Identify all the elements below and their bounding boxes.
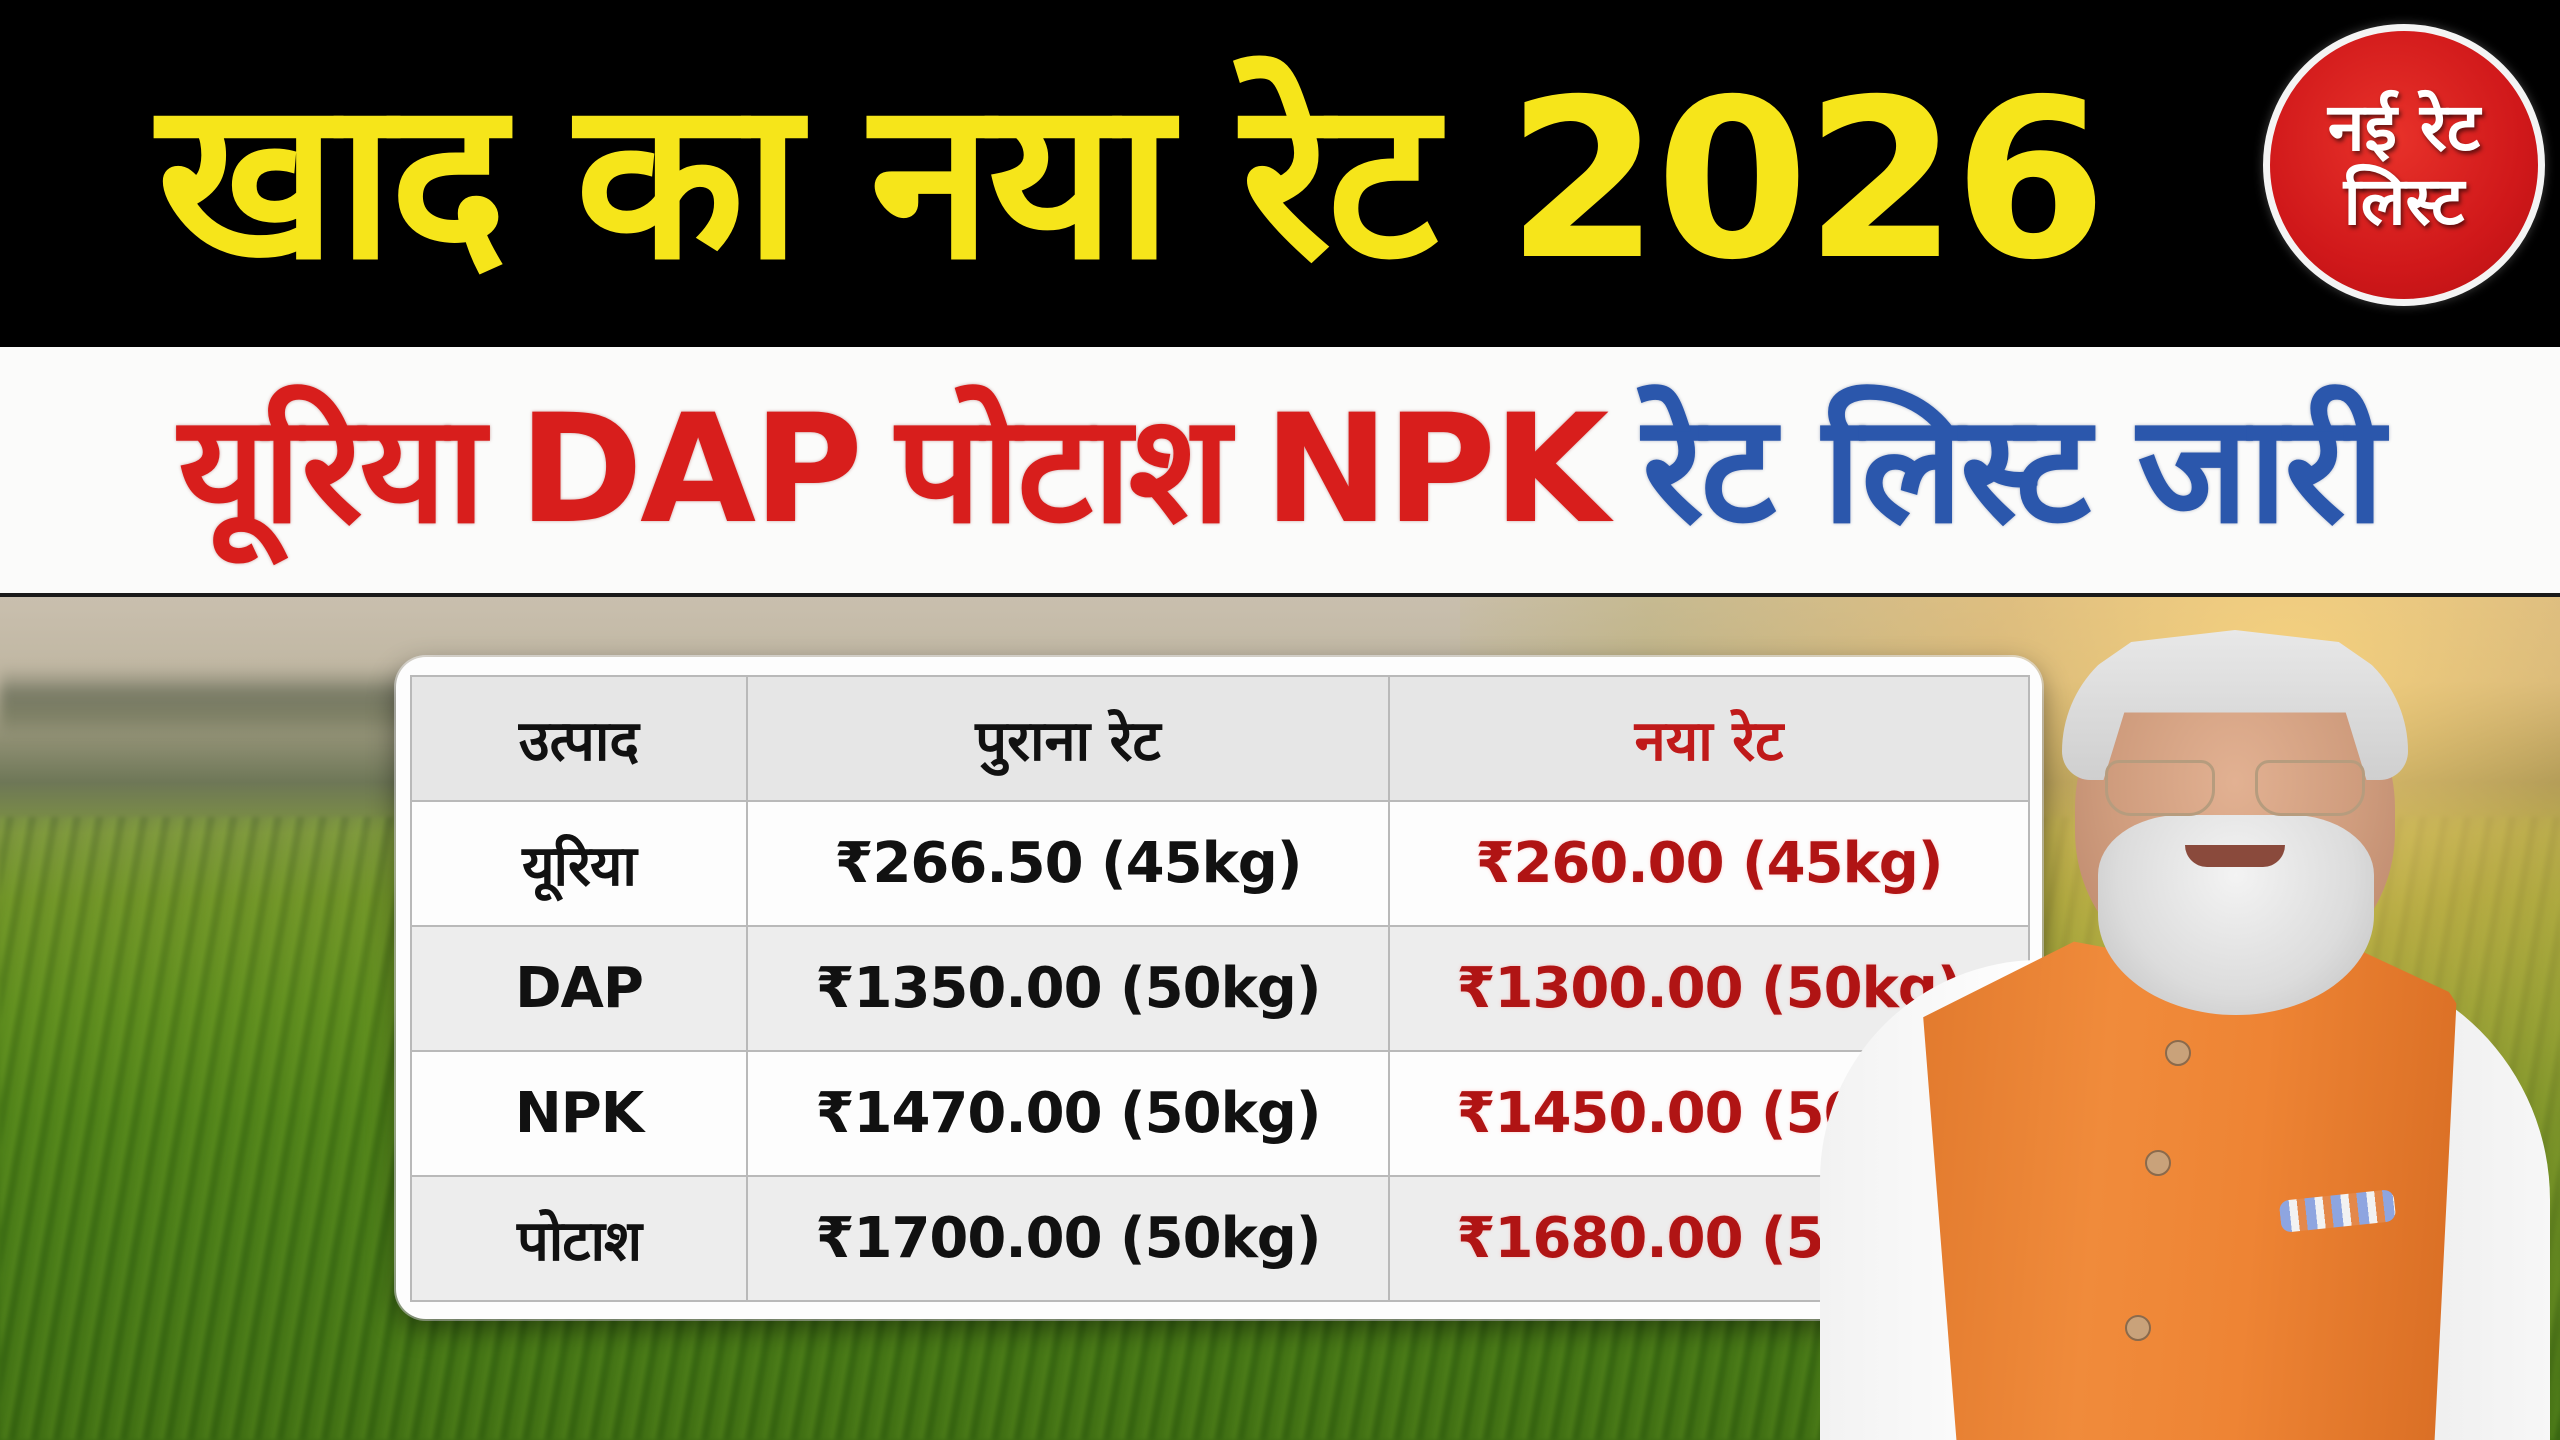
product-cell: यूरिया — [410, 800, 748, 927]
table-header-row: उत्पाद पुराना रेट नया रेट — [410, 675, 2030, 802]
column-header-old-rate: पुराना रेट — [746, 675, 1390, 802]
vest-button-icon — [2125, 1315, 2151, 1341]
title-banner: खाद का नया रेट 2026 नई रेट लिस्ट — [0, 0, 2560, 347]
smile — [2185, 845, 2285, 867]
column-header-product: उत्पाद — [410, 675, 748, 802]
badge-line-1: नई रेट — [2327, 89, 2481, 167]
table-row: यूरिया ₹266.50 (45kg) ₹260.00 (45kg) — [410, 800, 2030, 927]
old-rate-cell: ₹1470.00 (50kg) — [746, 1050, 1390, 1177]
product-cell: DAP — [410, 925, 748, 1052]
table-row: NPK ₹1470.00 (50kg) ₹1450.00 (50kg) — [410, 1050, 2030, 1177]
subtitle-npk: NPK — [1263, 383, 1610, 557]
old-rate-cell: ₹1350.00 (50kg) — [746, 925, 1390, 1052]
new-rate-list-badge: नई रेट लिस्ट — [2263, 24, 2545, 306]
subtitle-rate-list-released: रेट लिस्ट जारी — [1642, 383, 2384, 557]
rate-table: उत्पाद पुराना रेट नया रेट यूरिया ₹266.50… — [410, 675, 2030, 1302]
table-row: DAP ₹1350.00 (50kg) ₹1300.00 (50kg) — [410, 925, 2030, 1052]
subtitle-urea: यूरिया — [178, 383, 485, 557]
table-row: पोटाश ₹1700.00 (50kg) ₹1680.00 (50kg) — [410, 1175, 2030, 1302]
old-rate-cell: ₹1700.00 (50kg) — [746, 1175, 1390, 1302]
badge-line-2: लिस्ट — [2343, 163, 2465, 240]
vest-button-icon — [2165, 1040, 2191, 1066]
subtitle: यूरिया DAP पोटाश NPK रेट लिस्ट जारी — [40, 347, 2520, 593]
glasses-icon — [2105, 760, 2365, 820]
person-photo — [1800, 620, 2560, 1440]
new-rate-cell: ₹260.00 (45kg) — [1388, 800, 2030, 927]
subtitle-banner: यूरिया DAP पोटाश NPK रेट लिस्ट जारी — [0, 347, 2560, 597]
column-header-new-rate: नया रेट — [1388, 675, 2030, 802]
product-cell: पोटाश — [410, 1175, 748, 1302]
old-rate-cell: ₹266.50 (45kg) — [746, 800, 1390, 927]
page-title: खाद का नया रेट 2026 — [157, 52, 2107, 308]
new-rate-cell: ₹1300.00 (50kg) — [1388, 925, 2030, 1052]
rate-table-card: उत्पाद पुराना रेट नया रेट यूरिया ₹266.50… — [396, 657, 2042, 1319]
vest-button-icon — [2145, 1150, 2171, 1176]
subtitle-potash: पोटाश — [896, 383, 1231, 557]
product-cell: NPK — [410, 1050, 748, 1177]
subtitle-dap: DAP — [518, 383, 864, 557]
orange-vest — [1923, 930, 2457, 1440]
